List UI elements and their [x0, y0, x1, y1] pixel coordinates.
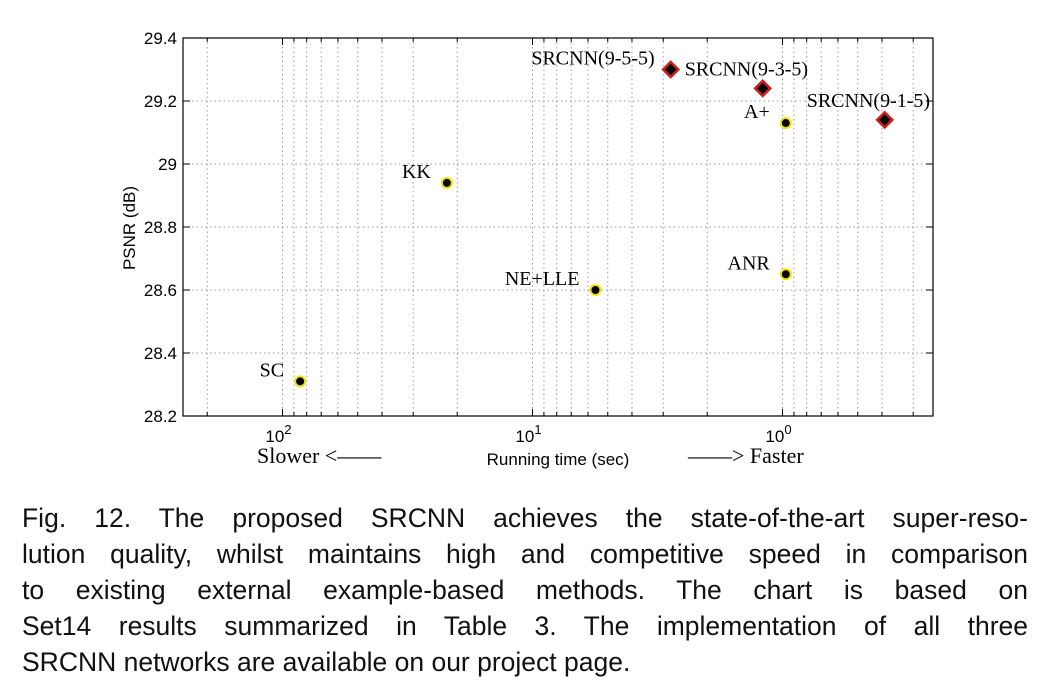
- y-tick-label: 28.2: [144, 407, 177, 426]
- label-kk: KK: [402, 161, 431, 183]
- caption-line-4: Set14 results summarized in Table 3. The…: [22, 611, 1028, 641]
- point-ne-lle: [589, 284, 602, 296]
- axes: 28.2 28.4 28.6 28.8 29 29.2 29.4 102 101 100: [144, 29, 934, 446]
- point-srcnn-9-3-5: [753, 79, 773, 98]
- data-points: [294, 60, 895, 388]
- label-a: A+: [744, 101, 770, 123]
- label-sc: SC: [260, 359, 284, 381]
- point-a: [779, 117, 792, 130]
- label-srcnn-9-3-5: SRCNN(9-3-5): [685, 58, 808, 80]
- x-axis-title: Running time (sec): [487, 450, 630, 469]
- point-srcnn-9-1-5: [875, 110, 895, 130]
- label-srcnn-9-5-5: SRCNN(9-5-5): [531, 48, 654, 70]
- point-sc: [294, 375, 307, 388]
- caption-line-2: lution quality, whilst maintains high an…: [22, 539, 1028, 569]
- y-tick-label: 29.4: [144, 29, 177, 48]
- point-srcnn-9-5-5: [661, 60, 681, 79]
- y-tick-label: 28.8: [144, 218, 177, 237]
- caption-line-1: Fig. 12. The proposed SRCNN achieves the…: [22, 503, 1028, 533]
- slower-annotation: Slower <——: [257, 443, 382, 468]
- x-tick-label: 101: [515, 422, 541, 446]
- figure-caption: Fig. 12. The proposed SRCNN achieves the…: [22, 500, 1028, 680]
- y-tick-label: 28.4: [144, 344, 177, 363]
- y-tick-label: 29: [158, 155, 177, 174]
- grid: [183, 38, 933, 416]
- point-labels: SC KK NE+LLE ANR A+ SRCNN(9-5-5) SRCNN(9-3-5) S…: [260, 48, 930, 382]
- label-ne-lle: NE+LLE: [505, 268, 580, 290]
- caption-line-3: to existing external example-based metho…: [22, 575, 1028, 605]
- x-tick-label: 102: [265, 422, 291, 446]
- y-tick-label: 29.2: [144, 92, 177, 111]
- label-anr: ANR: [728, 252, 771, 274]
- caption-line-5: SRCNN networks are available on our proj…: [22, 647, 631, 677]
- y-tick-label: 28.6: [144, 281, 177, 300]
- faster-annotation: ——> Faster: [687, 443, 804, 468]
- plot-frame: [182, 37, 934, 417]
- label-srcnn-9-1-5: SRCNN(9-1-5): [807, 90, 930, 112]
- point-anr: [779, 268, 792, 281]
- point-kk: [440, 176, 453, 189]
- x-tick-label: 100: [765, 422, 791, 446]
- y-axis-title: PSNR (dB): [120, 186, 139, 270]
- psnr-vs-running-time-chart: 28.2 28.4 28.6 28.8 29 29.2 29.4 102 101 100 SC KK…: [120, 29, 934, 469]
